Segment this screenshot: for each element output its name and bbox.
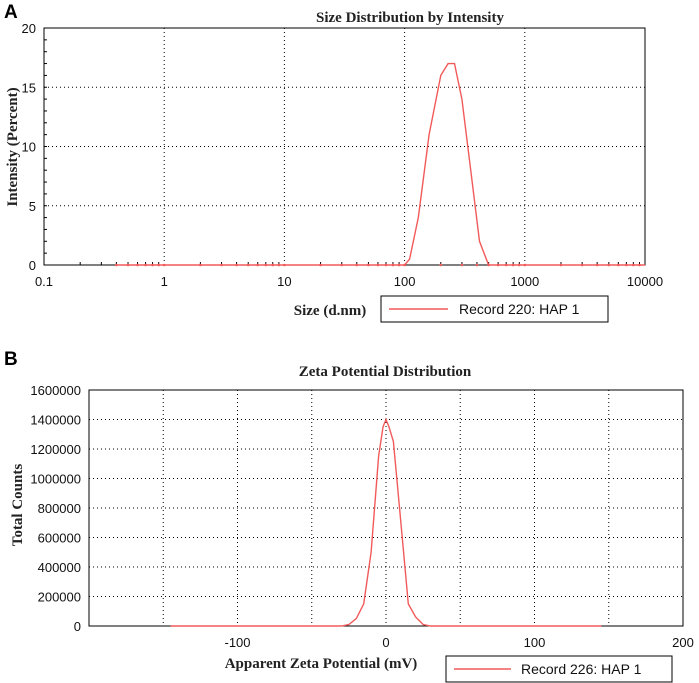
panel-a-grid — [43, 27, 646, 266]
panel-b-plot-frame — [88, 389, 684, 627]
panel-a-data-point — [319, 263, 322, 267]
panel-a-data-point — [367, 263, 370, 267]
panel-a-x-tick-label: 10000 — [627, 274, 663, 289]
panel-a-data-point — [397, 263, 401, 267]
panel-b-x-tick-label: 100 — [524, 635, 546, 650]
panel-a-data-point — [517, 263, 521, 267]
panel-a-data-point — [403, 263, 406, 267]
panel-a-data-point — [384, 263, 388, 267]
panel-a-y-tick-label: 5 — [29, 199, 36, 214]
panel-b: B Zeta Potential Distribution Total Coun… — [4, 349, 694, 683]
panel-a-legend-label: Record 220: HAP 1 — [459, 301, 580, 317]
panel-a-data-point — [475, 263, 479, 267]
panel-a-data-point — [460, 263, 464, 267]
panel-a-y-tick-label: 0 — [29, 258, 36, 273]
panel-b-x-tick-label: 0 — [382, 635, 389, 650]
panel-b-legend-label: Record 226: HAP 1 — [521, 661, 642, 677]
panel-a-x-tick-label: 1 — [161, 274, 168, 289]
panel-a-data-point — [264, 263, 268, 267]
panel-a-data-point — [246, 263, 250, 267]
panel-a-data-point — [559, 263, 563, 267]
panel-a-data-point — [144, 263, 147, 267]
panel-a: A Size Distribution by Intensity Intensi… — [4, 2, 664, 323]
panel-a-letter: A — [4, 2, 18, 23]
panel-a-data-point — [580, 263, 584, 267]
panel-a-ticks: 0.1 1 10 100 1000 10000 0 5 10 15 20 — [22, 21, 664, 289]
panel-a-y-tick-label: 15 — [22, 80, 36, 95]
panel-a-data-point — [151, 263, 154, 267]
panel-a-series — [115, 62, 645, 267]
panel-a-data-point — [162, 263, 166, 267]
panel-b-y-tick-label: 1600000 — [30, 383, 81, 398]
panel-a-legend: Record 220: HAP 1 — [380, 295, 609, 323]
panel-a-x-tick-label: 10 — [277, 274, 291, 289]
panel-a-data-point — [136, 263, 139, 267]
panel-b-letter: B — [4, 349, 18, 370]
panel-b-y-tick-label: 1200000 — [30, 442, 81, 457]
panel-a-data-point — [638, 263, 641, 267]
panel-b-series-line — [170, 417, 602, 627]
panel-a-data-point — [157, 263, 160, 267]
panel-a-data-point — [115, 263, 118, 267]
panel-a-x-tick-label: 100 — [394, 274, 416, 289]
panel-a-data-point — [126, 263, 130, 267]
panel-a-data-point — [496, 263, 500, 267]
panel-a-data-point — [283, 263, 286, 267]
panel-b-y-tick-label: 800000 — [38, 501, 81, 516]
panel-b-y-tick-label: 1400000 — [30, 413, 81, 428]
panel-a-data-point — [220, 263, 223, 267]
panel-b-y-tick-label: 400000 — [38, 560, 81, 575]
panel-a-data-point — [391, 263, 395, 267]
panel-a-data-point — [271, 263, 275, 267]
panel-a-data-point — [504, 263, 508, 267]
panel-a-data-point — [439, 263, 443, 267]
panel-a-series-line — [116, 62, 645, 266]
panel-a-data-point — [625, 263, 628, 267]
panel-a-data-point — [355, 263, 359, 267]
panel-a-y-axis-title: Intensity (Percent) — [5, 87, 21, 206]
panel-a-y-tick-label: 20 — [22, 21, 36, 36]
panel-a-data-point — [340, 263, 344, 267]
panel-a-data-point — [632, 263, 635, 267]
panel-a-data-point — [235, 263, 238, 267]
panel-b-grid — [89, 389, 684, 627]
panel-b-ticks: -100 0 100 200 0 200000 400000 600000 800000 1000… — [30, 383, 693, 650]
panel-b-x-tick-label: 200 — [672, 635, 694, 650]
panel-a-data-point — [617, 263, 620, 267]
panel-a-y-tick-label: 10 — [22, 140, 36, 155]
panel-a-data-point — [256, 263, 260, 267]
panel-a-data-point — [277, 263, 281, 267]
panel-b-y-tick-label: 0 — [74, 619, 81, 634]
panel-a-data-point — [511, 263, 515, 267]
panel-a-x-tick-label: 0.1 — [35, 274, 53, 289]
panel-b-x-tick-label: -100 — [224, 635, 250, 650]
panel-a-x-tick-label: 1000 — [510, 274, 539, 289]
panel-a-data-point — [523, 263, 527, 267]
panel-b-legend: Record 226: HAP 1 — [445, 655, 673, 683]
panel-a-title: Size Distribution by Intensity — [316, 10, 504, 26]
panel-b-series — [170, 417, 602, 627]
panel-a-data-point — [376, 263, 380, 267]
panel-a-data-point — [487, 263, 490, 267]
panel-a-data-point — [607, 263, 611, 267]
panel-b-title: Zeta Potential Distribution — [299, 364, 472, 380]
panel-a-data-point — [199, 263, 202, 267]
panel-b-y-tick-label: 200000 — [38, 590, 81, 605]
panel-b-y-tick-label: 1000000 — [30, 472, 81, 487]
panel-a-x-axis-title: Size (d.nm) — [294, 303, 367, 319]
panel-a-data-point — [595, 263, 599, 267]
panel-b-y-tick-label: 600000 — [38, 531, 81, 546]
panel-b-x-axis-title: Apparent Zeta Potential (mV) — [225, 656, 418, 672]
panel-b-y-axis-title: Total Counts — [10, 464, 26, 547]
